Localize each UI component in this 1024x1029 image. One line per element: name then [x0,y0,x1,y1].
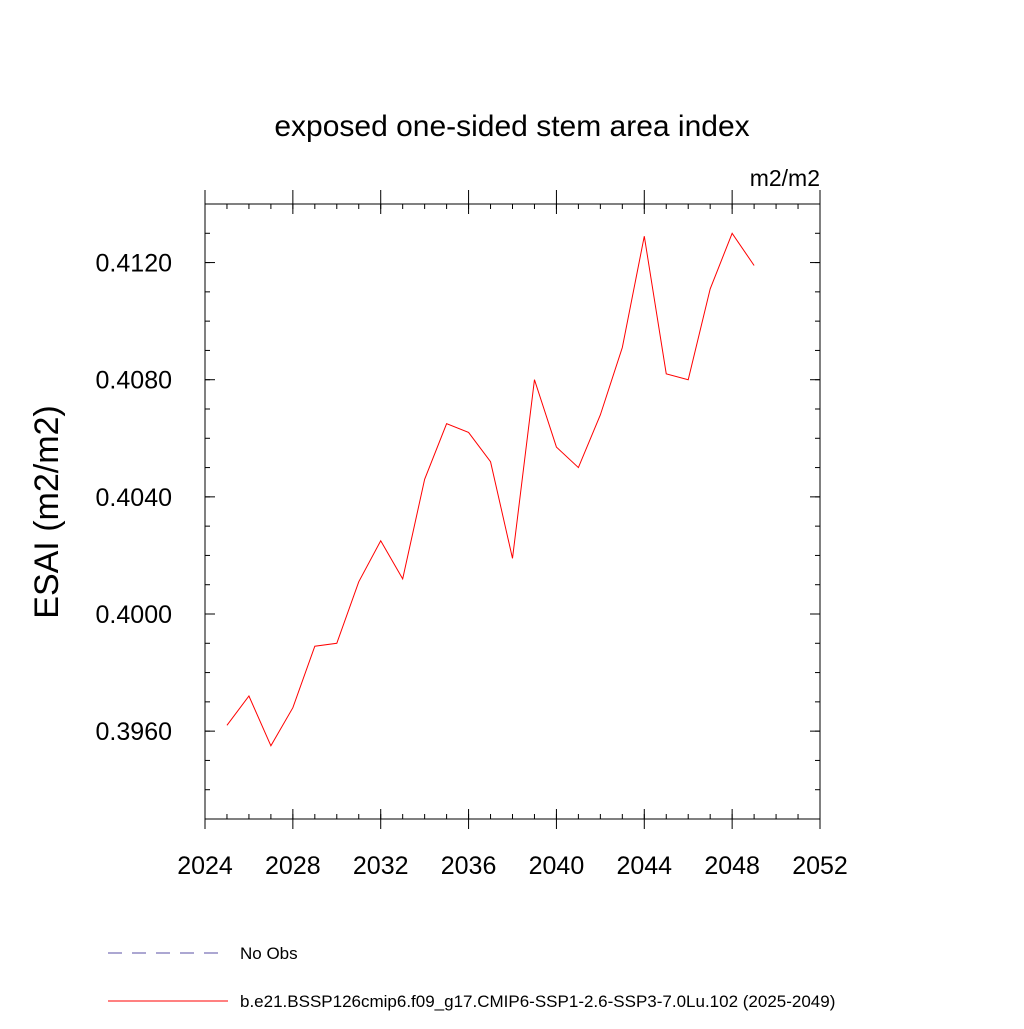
chart-title: exposed one-sided stem area index [274,110,749,143]
y-tick-label: 0.4000 [96,601,172,629]
x-tick-label: 2036 [441,852,497,880]
legend-label: No Obs [240,944,298,963]
series-group [226,232,755,747]
y-axis-label: ESAI (m2/m2) [28,405,66,618]
legend: No Obs b.e21.BSSP126cmip6.f09_g17.CMIP6-S… [108,944,835,1011]
y-tick-label: 0.4080 [96,367,172,395]
x-tick-label: 2040 [529,852,585,880]
x-tick-label: 2032 [353,852,409,880]
x-tick-label: 2028 [265,852,321,880]
y-tick-label: 0.4120 [96,250,172,278]
x-tick-label: 2024 [177,852,233,880]
axes: 2024 2028 2032 2036 2040 2044 2048 2052 0.3960 0.… [96,190,848,880]
x-tick-label: 2048 [704,852,760,880]
y-tick-label: 0.4040 [96,484,172,512]
units-label: m2/m2 [750,165,820,191]
x-tick-label: 2052 [792,852,848,880]
x-tick-label: 2044 [616,852,672,880]
plot-frame [204,203,821,820]
y-tick-label: 0.3960 [96,718,172,746]
series-line [226,232,755,747]
legend-label: b.e21.BSSP126cmip6.f09_g17.CMIP6-SSP1-2.… [240,992,835,1011]
